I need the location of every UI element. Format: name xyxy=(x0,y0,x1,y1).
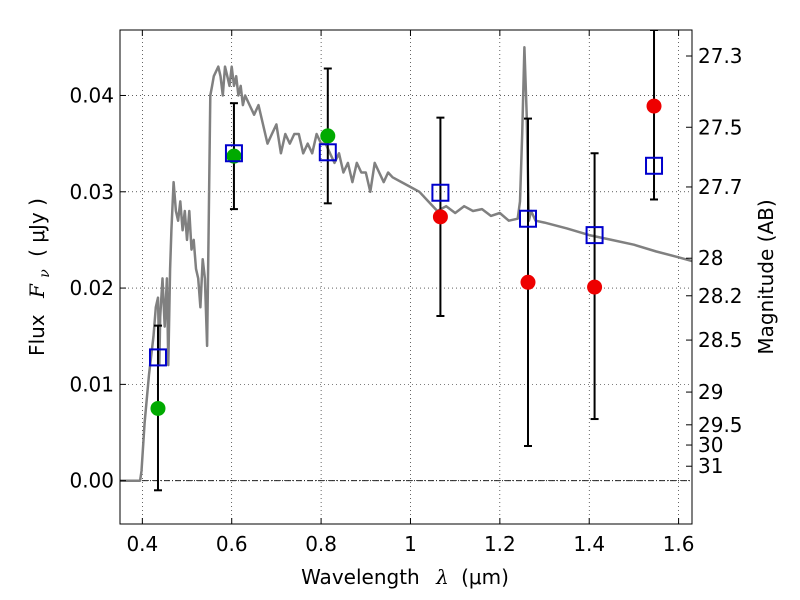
x-tick-label: 1.4 xyxy=(573,532,605,556)
y-tick-label: 0.01 xyxy=(69,372,114,396)
right-tick-label: 28 xyxy=(698,246,723,270)
model-band-marker xyxy=(148,348,167,367)
right-tick-label: 27.5 xyxy=(698,115,743,139)
right-tick-label: 27.3 xyxy=(698,44,743,68)
x-tick-label: 1.6 xyxy=(663,532,695,556)
right-tick-label: 29.5 xyxy=(698,413,743,437)
model-band-marker xyxy=(431,183,450,202)
x-axis-title: Wavelength λ (μm) xyxy=(301,565,509,589)
x-axis: 0.4 0.6 0.8 1 1.2 1.4 1.6 xyxy=(126,30,695,556)
x-axis-unit: (μm) xyxy=(461,565,509,589)
right-tick-label: 29 xyxy=(698,380,723,404)
plot-frame xyxy=(119,29,693,525)
y-axis-symbol: F xyxy=(25,283,49,299)
detection-point xyxy=(320,128,336,144)
nondetection-point xyxy=(646,98,662,114)
detection-point xyxy=(150,400,166,416)
right-tick-label: 28.2 xyxy=(698,284,743,308)
nondetection-point xyxy=(520,274,536,290)
y-axis-unit: μJy xyxy=(25,212,49,243)
y-tick-label: 0.00 xyxy=(69,469,114,493)
y-axis-subscript: ν xyxy=(37,269,53,278)
x-axis-label: Wavelength xyxy=(301,565,420,589)
model-band-marker xyxy=(645,156,664,175)
y-axis-title: Flux F ν ( μJy ) xyxy=(25,198,54,356)
model-band-marker xyxy=(318,143,337,162)
right-tick-label: 30 xyxy=(698,433,723,457)
nondetection-point xyxy=(587,279,603,295)
x-tick-label: 1.2 xyxy=(484,532,516,556)
y-axis-right-title: Magnitude (AB) xyxy=(754,199,778,354)
y-tick-label: 0.02 xyxy=(69,276,114,300)
x-tick-label: 1 xyxy=(404,532,417,556)
right-tick-label: 31 xyxy=(698,454,723,478)
x-tick-label: 0.6 xyxy=(216,532,248,556)
sed-template-line xyxy=(120,46,692,482)
x-tick-label: 0.8 xyxy=(305,532,337,556)
model-band-marker xyxy=(518,209,537,228)
y-axis-label: Flux xyxy=(25,314,49,356)
x-axis-symbol: λ xyxy=(435,565,449,589)
y-axis-left: 0.00 0.01 0.02 0.03 0.04 xyxy=(69,83,126,493)
right-tick-label: 27.7 xyxy=(698,175,743,199)
model-band-marker xyxy=(224,144,243,163)
nondetection-point xyxy=(432,209,448,225)
right-tick-label: 28.5 xyxy=(698,328,743,352)
y-tick-label: 0.04 xyxy=(69,83,114,107)
y-tick-label: 0.03 xyxy=(69,180,114,204)
plot-area xyxy=(120,30,692,492)
x-tick-label: 0.4 xyxy=(126,532,158,556)
model-band-marker xyxy=(585,226,604,245)
detection-point xyxy=(226,148,242,164)
